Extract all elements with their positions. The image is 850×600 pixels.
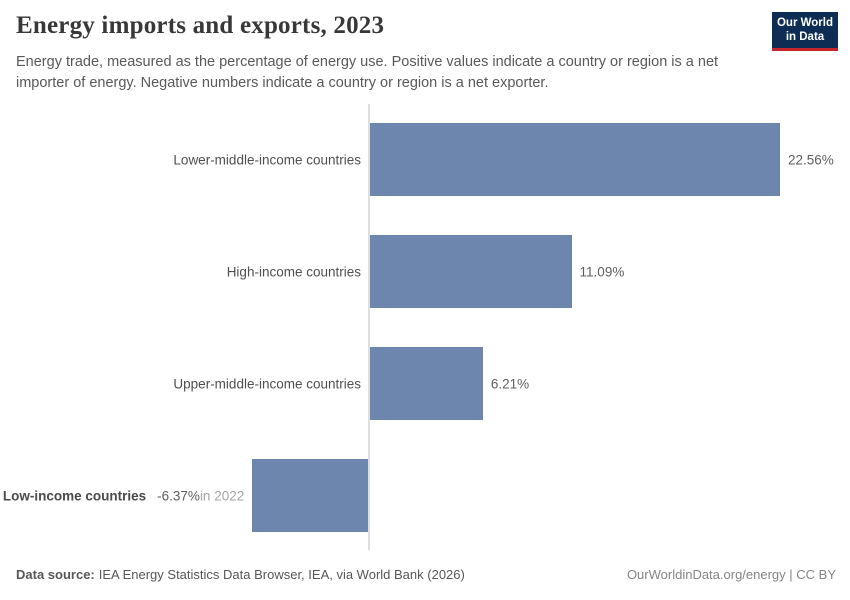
bar[interactable] [252,459,368,532]
category-label: Low-income countries [2,488,147,503]
bar-row: High-income countries 11.09% [0,235,850,308]
bar-row: Low-income countries -6.37%in 2022 [0,459,850,532]
owid-logo[interactable]: Our World in Data [772,12,838,51]
owid-logo-line2: in Data [785,30,825,43]
y-axis-line [368,104,370,550]
category-value-group: Low-income countries -6.37%in 2022 [3,488,244,503]
category-label: High-income countries [226,264,361,279]
data-source-label: Data source: [16,567,95,582]
category-label: Lower-middle-income countries [173,152,361,167]
value-year-note: in 2022 [199,488,245,503]
data-source: Data source: IEA Energy Statistics Data B… [16,567,465,582]
bar[interactable] [370,123,780,196]
bar-chart: Lower-middle-income countries 22.56% High-… [0,104,850,550]
value-label: 11.09% [579,264,625,279]
bar[interactable] [370,347,483,420]
owid-logo-line1: Our World [776,17,833,29]
bar-row: Upper-middle-income countries 6.21% [0,347,850,420]
bar[interactable] [370,235,572,308]
bar-row: Lower-middle-income countries 22.56% [0,123,850,196]
data-source-text: IEA Energy Statistics Data Browser, IEA,… [98,567,465,582]
chart-subtitle: Energy trade, measured as the percentage… [16,54,719,91]
value-label: 6.21% [490,376,530,391]
category-label: Upper-middle-income countries [173,376,361,391]
page-title: Energy imports and exports, 2023 [16,12,385,39]
attribution-link[interactable]: OurWorldinData.org/energy | CC BY [626,567,836,582]
value-label: -6.37% [157,488,200,503]
value-label: 22.56% [788,152,834,167]
chart-footer: Data source: IEA Energy Statistics Data B… [16,567,836,582]
